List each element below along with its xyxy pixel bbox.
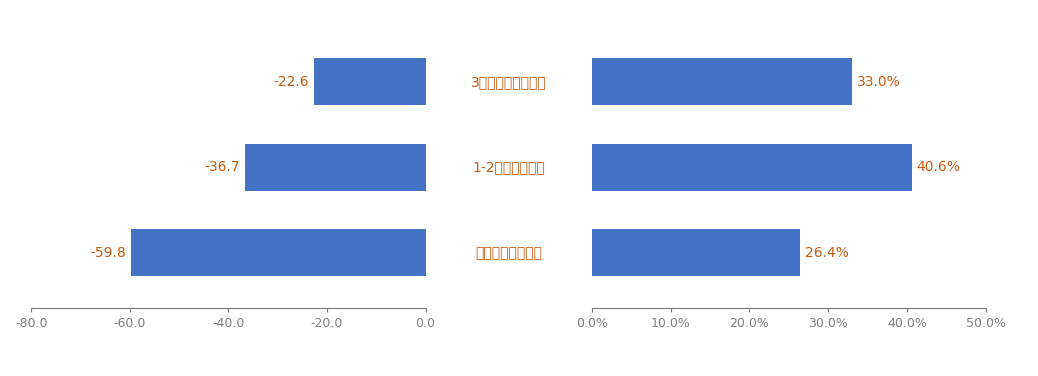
- Bar: [131, 229, 426, 276]
- Text: 1-2つ知っている: 1-2つ知っている: [472, 160, 545, 174]
- Text: -22.6: -22.6: [274, 75, 309, 89]
- Bar: [592, 58, 852, 105]
- Bar: [315, 58, 426, 105]
- Bar: [245, 144, 426, 191]
- Text: 26.4%: 26.4%: [804, 246, 848, 260]
- Text: 3つ以上知っている: 3つ以上知っている: [471, 75, 546, 89]
- Bar: [592, 144, 912, 191]
- Bar: [592, 229, 800, 276]
- Text: 全く知らなかった: 全く知らなかった: [475, 246, 542, 260]
- Text: -36.7: -36.7: [204, 160, 240, 174]
- Text: 33.0%: 33.0%: [856, 75, 901, 89]
- Text: 40.6%: 40.6%: [917, 160, 960, 174]
- Text: -59.8: -59.8: [90, 246, 126, 260]
